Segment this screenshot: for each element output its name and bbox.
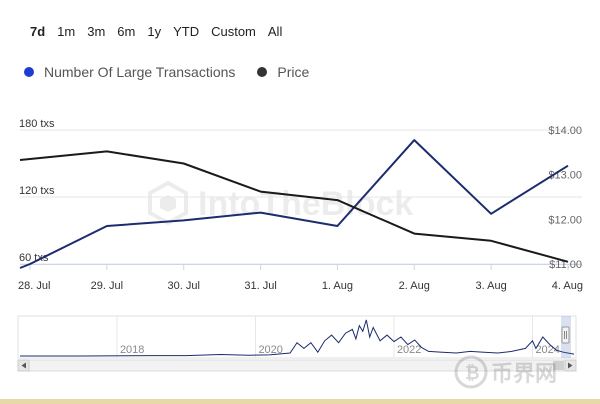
- range-button-custom[interactable]: Custom: [205, 22, 262, 42]
- legend-item-large-transactions[interactable]: Number Of Large Transactions: [24, 64, 235, 80]
- navigator-grid: [116, 316, 533, 358]
- navigator-series-line: [20, 319, 575, 357]
- legend-dot-icon: [257, 67, 268, 77]
- navigator-year-label: 2022: [397, 344, 421, 356]
- left-tick-label: 60 txs: [19, 252, 49, 264]
- navigator-labels: 2018 2020 2022 2024: [120, 344, 560, 356]
- range-button-7d[interactable]: 7d: [24, 22, 51, 42]
- scrollbar[interactable]: [17, 359, 577, 372]
- x-tick-label: 28. Jul: [18, 280, 50, 292]
- x-tick-label: 3. Aug: [476, 280, 507, 292]
- x-tick-label: 4. Aug: [552, 280, 583, 292]
- arrow-right-icon: [568, 362, 573, 369]
- left-axis: 60 txs 120 txs 180 txs: [19, 118, 55, 264]
- navigator-handle[interactable]: [561, 326, 570, 344]
- right-tick-label: $12.00: [548, 214, 582, 226]
- x-axis: 28. Jul 29. Jul 30. Jul 31. Jul 1. Aug 2. Aug…: [18, 264, 583, 292]
- navigator-year-label: 2020: [258, 344, 282, 356]
- range-selector: 7d 1m 3m 6m 1y YTD Custom All: [24, 22, 288, 42]
- left-tick-label: 120 txs: [19, 185, 55, 197]
- corner-watermark: ₿ 币界网: [454, 355, 557, 389]
- coin-logo-icon: [454, 355, 488, 389]
- navigator-year-label: 2024: [535, 344, 559, 356]
- range-button-1y[interactable]: 1y: [141, 22, 167, 42]
- x-tick-label: 29. Jul: [91, 280, 123, 292]
- x-tick-label: 1. Aug: [322, 280, 353, 292]
- watermark-logo-icon: [148, 180, 188, 226]
- navigator-year-label: 2018: [120, 344, 144, 356]
- corner-watermark-text: 币界网: [491, 362, 557, 387]
- legend-item-price[interactable]: Price: [257, 64, 309, 80]
- legend-label: Price: [277, 64, 310, 80]
- x-tick-label: 31. Jul: [244, 280, 276, 292]
- range-button-ytd[interactable]: YTD: [167, 22, 205, 42]
- navigator[interactable]: 2018 2020 2022 2024: [17, 315, 577, 359]
- left-tick-label: 180 txs: [19, 118, 55, 130]
- range-button-3m[interactable]: 3m: [81, 22, 111, 42]
- range-button-6m[interactable]: 6m: [111, 22, 141, 42]
- arrow-left-icon: [21, 362, 26, 369]
- large-transactions-line[interactable]: [19, 139, 569, 269]
- navigator-frame: [17, 315, 577, 359]
- right-tick-label: $14.00: [548, 125, 582, 137]
- x-tick-label: 30. Jul: [168, 280, 200, 292]
- legend-dot-icon: [24, 67, 34, 77]
- scrollbar-thumb[interactable]: [553, 361, 564, 370]
- range-button-all[interactable]: All: [262, 22, 288, 42]
- chart-legend: Number Of Large Transactions Price: [24, 64, 331, 80]
- chart-grid: [20, 129, 582, 265]
- series-lines: [19, 139, 569, 269]
- watermark-text: IntoTheBlock: [198, 185, 413, 223]
- bottom-border: [0, 399, 600, 404]
- right-axis: $11.00$12.00$13.00$14.00: [548, 125, 582, 271]
- range-button-1m[interactable]: 1m: [51, 22, 81, 42]
- coin-logo-glyph: ₿: [465, 363, 480, 384]
- x-tick-label: 2. Aug: [399, 280, 430, 292]
- right-tick-label: $11.00: [549, 259, 582, 271]
- legend-label: Number Of Large Transactions: [44, 64, 236, 80]
- price-line[interactable]: [19, 150, 569, 263]
